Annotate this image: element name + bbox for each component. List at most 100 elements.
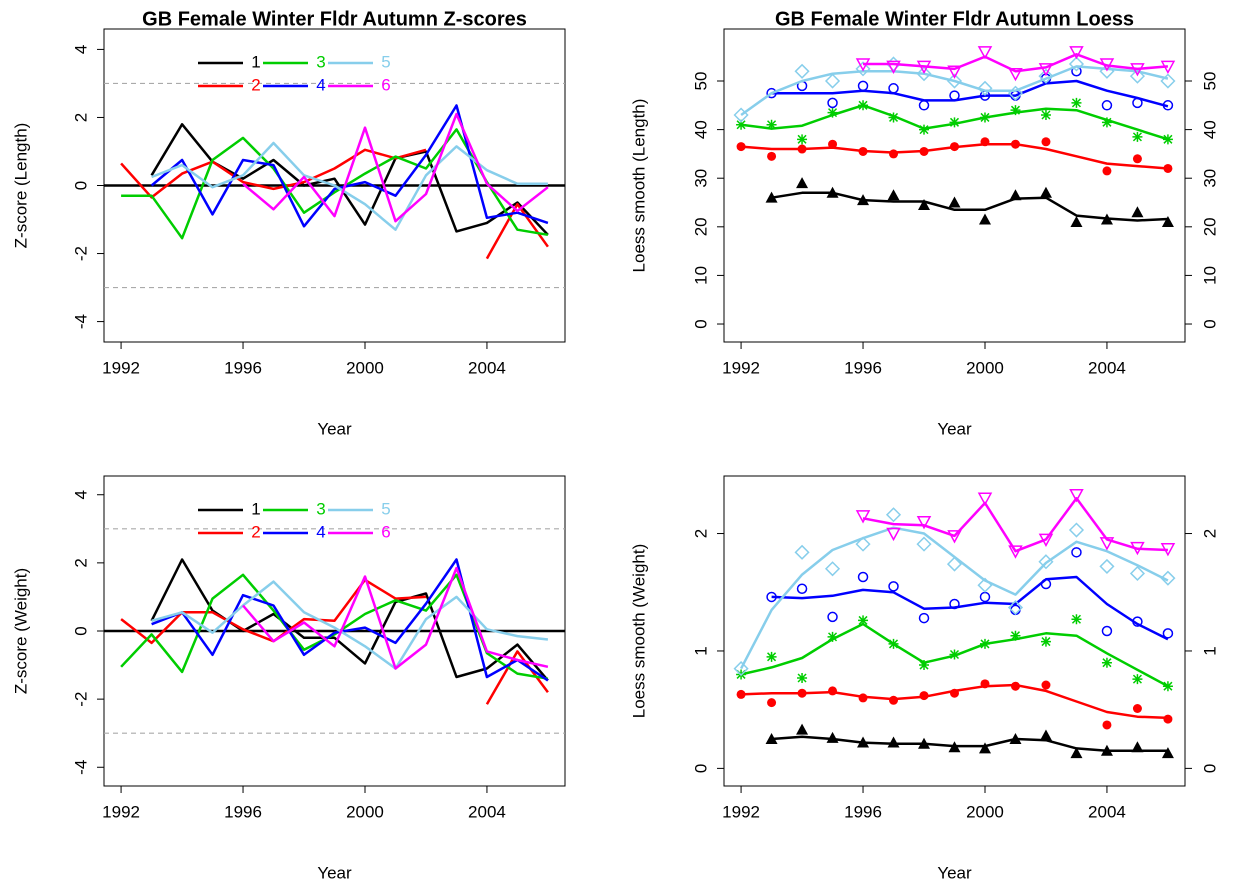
point: [919, 124, 930, 135]
series-line: [121, 128, 549, 240]
point: [978, 213, 991, 225]
point: [918, 198, 931, 210]
x-tick-label: 2000: [966, 358, 1004, 377]
point: [1041, 680, 1051, 690]
point: [949, 117, 960, 128]
point: [1129, 68, 1145, 84]
y-tick-label: 2: [71, 558, 90, 567]
point: [855, 58, 871, 72]
point: [794, 63, 810, 79]
x-tick-label: 2004: [468, 358, 506, 377]
smooth-line: [771, 191, 1168, 222]
point: [946, 556, 963, 572]
point: [736, 689, 746, 699]
point: [916, 516, 932, 530]
point: [1100, 213, 1113, 225]
y-tick-label: 0: [71, 181, 90, 190]
x-tick-label: 1992: [722, 358, 760, 377]
point: [1068, 522, 1085, 538]
point: [950, 142, 959, 152]
point: [947, 65, 962, 79]
point: [1163, 714, 1173, 724]
point: [1009, 733, 1022, 745]
point: [766, 87, 777, 99]
point: [767, 151, 777, 161]
legend-label: 4: [316, 75, 325, 94]
point: [796, 723, 809, 735]
point: [1070, 215, 1083, 227]
point: [918, 100, 930, 111]
y2-tick-label: 40: [1200, 120, 1219, 139]
panel-title: GB Female Winter Fldr Autumn Loess: [775, 8, 1134, 30]
point: [1131, 741, 1144, 753]
point: [855, 536, 871, 552]
y2-tick-label: 2: [1200, 529, 1219, 538]
point: [766, 591, 777, 603]
y-tick-label: 2: [71, 113, 90, 122]
point: [858, 693, 868, 703]
smooth-line: [771, 735, 1168, 753]
y-tick-label: 0: [71, 626, 90, 635]
point: [950, 688, 959, 698]
x-tick-label: 2004: [1088, 358, 1126, 377]
point: [977, 46, 993, 60]
point: [824, 561, 841, 577]
point: [826, 186, 839, 198]
point: [1132, 131, 1143, 142]
point: [889, 149, 899, 159]
plot-box: [723, 475, 1186, 787]
point: [1007, 599, 1024, 616]
point: [766, 651, 777, 662]
point: [1010, 681, 1020, 691]
point: [949, 649, 960, 660]
point: [947, 530, 962, 544]
point: [1070, 747, 1083, 759]
smooth-line: [771, 575, 1169, 641]
point: [1101, 625, 1113, 637]
point: [1162, 681, 1173, 692]
point: [733, 107, 749, 123]
point: [886, 60, 901, 74]
point: [980, 679, 990, 689]
point: [857, 80, 869, 92]
y-tick-label: -4: [71, 760, 90, 775]
y-tick-label: 0: [691, 764, 710, 773]
y-tick-label: 0: [691, 319, 710, 328]
point: [885, 507, 902, 523]
point: [857, 571, 869, 583]
point: [1162, 628, 1174, 639]
legend-label: 1: [251, 499, 260, 518]
point: [1099, 537, 1115, 551]
point: [826, 731, 839, 743]
legend-label: 1: [251, 52, 260, 71]
point: [797, 672, 808, 683]
point: [1038, 68, 1054, 84]
point: [1038, 554, 1054, 570]
y-tick-label: 4: [71, 490, 90, 499]
point: [949, 598, 960, 610]
point: [767, 698, 777, 708]
point: [1040, 578, 1052, 590]
point: [980, 137, 990, 147]
point: [916, 66, 932, 82]
point: [1160, 73, 1176, 89]
panel: GB Female Winter Fldr Autumn Z-scores Z-s…: [11, 8, 566, 438]
point: [1010, 105, 1021, 116]
point: [979, 591, 991, 603]
point: [1161, 747, 1174, 759]
point: [979, 112, 990, 123]
y-tick-label: 40: [691, 120, 710, 139]
point: [858, 146, 868, 156]
x-tick-label: 2000: [346, 358, 384, 377]
x-tick-label: 2000: [346, 802, 384, 821]
point: [919, 691, 929, 701]
point: [977, 577, 993, 593]
smooth-line: [771, 79, 1169, 108]
y-axis-label: Loess smooth (Weight): [629, 544, 648, 718]
y-axis-label: Z-score (Length): [11, 123, 30, 249]
point: [1071, 614, 1082, 625]
x-tick-label: 1996: [844, 358, 882, 377]
point: [1130, 541, 1145, 556]
point: [1041, 137, 1051, 147]
